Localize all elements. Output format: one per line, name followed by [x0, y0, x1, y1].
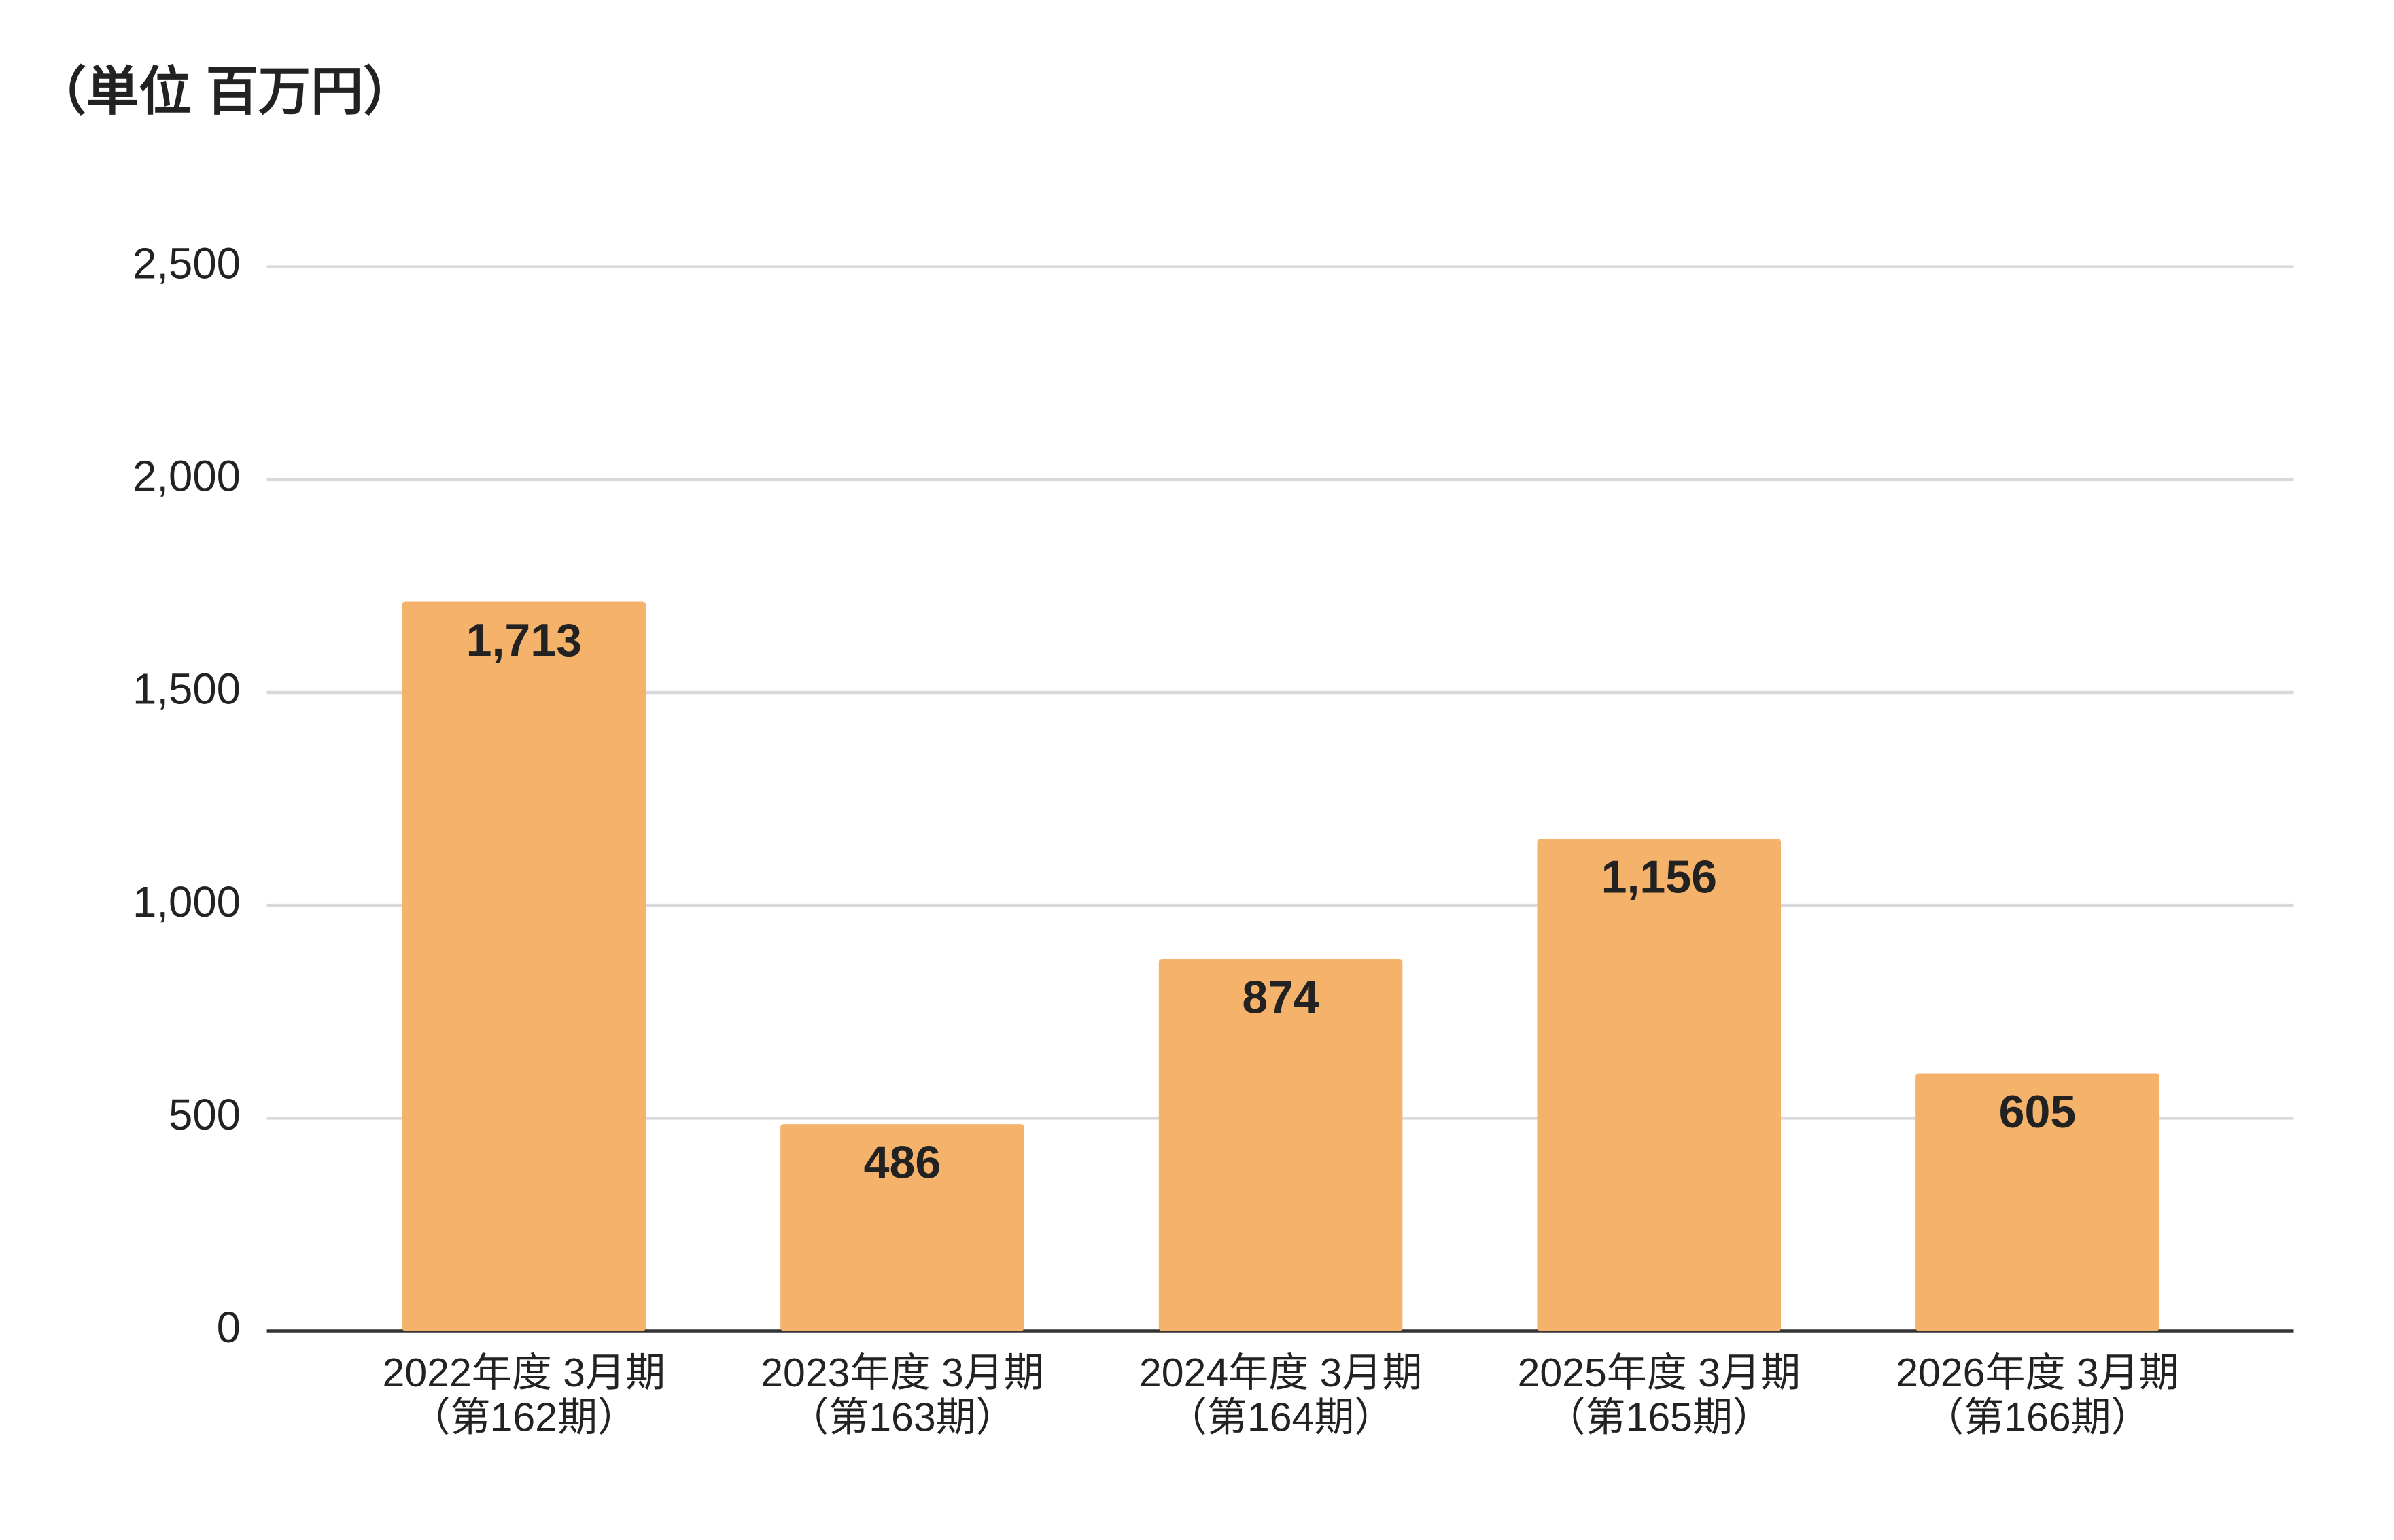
x-tick-label: 2026年度 3月期 — [1896, 1350, 2179, 1395]
x-tick-label: （第164期） — [1167, 1395, 1394, 1440]
x-tick-label: （第162期） — [411, 1395, 638, 1440]
bar — [780, 1124, 1024, 1331]
y-tick-label: 500 — [169, 1091, 241, 1139]
data-label: 874 — [1242, 971, 1319, 1023]
bar — [1537, 839, 1782, 1331]
bar — [402, 601, 646, 1331]
data-label: 605 — [1999, 1086, 2077, 1138]
y-tick-label: 2,500 — [133, 239, 241, 287]
data-label: 486 — [864, 1136, 941, 1188]
x-tick-label: 2022年度 3月期 — [383, 1350, 665, 1395]
bar — [1915, 1073, 2159, 1331]
data-label: 1,713 — [466, 614, 582, 666]
x-tick-label: 2024年度 3月期 — [1139, 1350, 1422, 1395]
x-tick-label: 2025年度 3月期 — [1518, 1350, 1801, 1395]
x-tick-label: 2023年度 3月期 — [761, 1350, 1043, 1395]
y-tick-label: 1,500 — [133, 665, 241, 714]
y-tick-label: 1,000 — [133, 878, 241, 926]
x-tick-label: （第165期） — [1546, 1395, 1773, 1440]
bar — [1158, 959, 1403, 1331]
x-tick-label: （第163期） — [788, 1395, 1016, 1440]
y-tick-label: 0 — [217, 1303, 241, 1352]
x-tick-label: （第166期） — [1924, 1395, 2151, 1440]
y-tick-label: 2,000 — [133, 453, 241, 501]
chart-title: （単位 百万円） — [34, 63, 415, 121]
data-label: 1,156 — [1601, 852, 1717, 903]
